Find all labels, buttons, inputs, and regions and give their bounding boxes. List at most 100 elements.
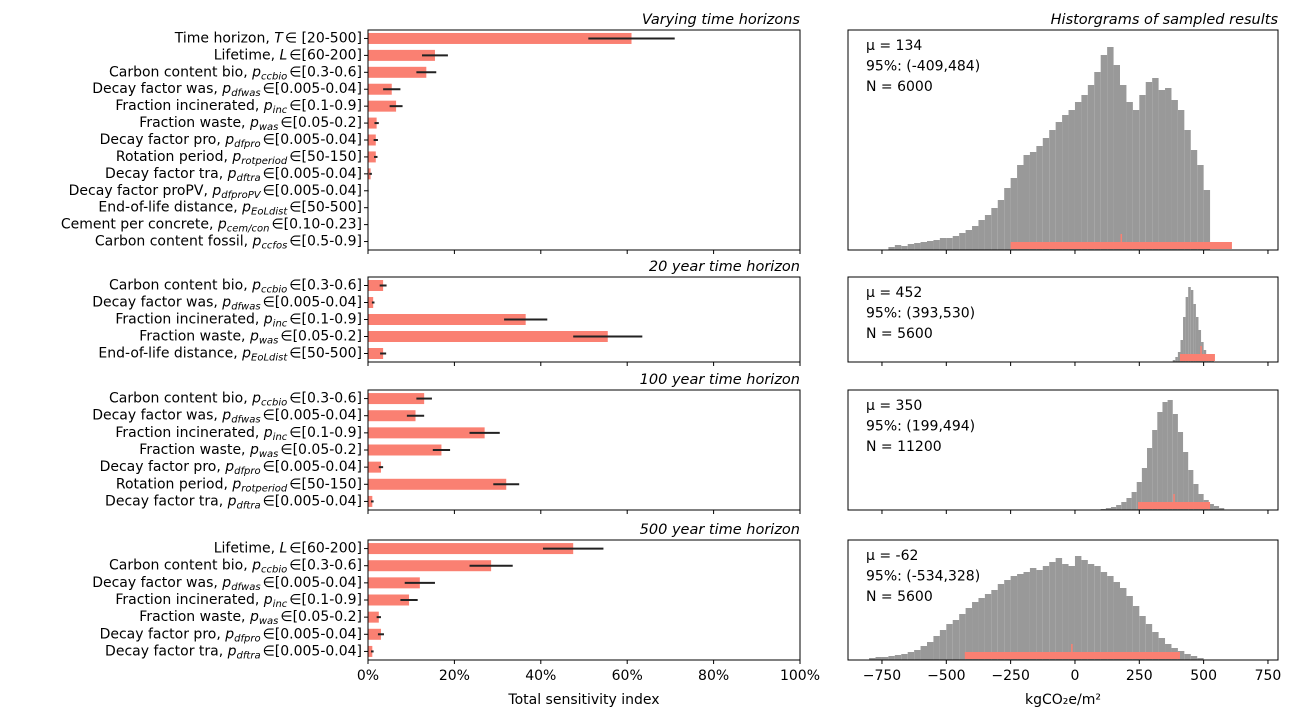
label-symbol: p	[211, 183, 221, 199]
histogram-bar	[920, 646, 928, 660]
histogram-bar	[1132, 110, 1140, 250]
label-subscript: dftra	[237, 500, 261, 511]
x-axis-label: Total sensitivity index	[507, 692, 659, 708]
histogram-bar	[1087, 564, 1095, 660]
x-tick-label: 40%	[525, 668, 556, 684]
label-range: ∈[60-200]	[289, 541, 362, 557]
histogram-bar	[1158, 638, 1166, 660]
label-symbol: p	[224, 459, 234, 475]
panel-title: Varying time horizons	[642, 12, 801, 28]
x-tick-label: −750	[863, 668, 901, 684]
category-label: End-of-life distance, pEoLdist ∈[50-500]	[98, 346, 362, 364]
bar	[368, 331, 608, 342]
x-tick-label: 0	[1071, 668, 1080, 684]
histogram-bar	[1172, 360, 1176, 362]
histogram-bar	[1087, 85, 1095, 250]
label-range: ∈[0.005-0.04]	[263, 459, 362, 475]
category-label: Fraction incinerated, pinc ∈[0.1-0.9]	[115, 98, 362, 116]
x-tick-label: 0%	[357, 668, 379, 684]
histogram-bar	[1139, 616, 1146, 660]
histogram-bar	[1188, 470, 1194, 510]
x-tick-label: 250	[1126, 668, 1153, 684]
label-range: ∈[0.005-0.04]	[263, 575, 362, 591]
category-label: Carbon content bio, pccbio ∈[0.3-0.6]	[109, 391, 362, 409]
category-label: Fraction waste, pwas ∈[0.05-0.2]	[139, 115, 362, 133]
bar	[368, 348, 384, 359]
label-range: ∈[0.1-0.9]	[289, 312, 362, 328]
label-subscript: inc	[273, 599, 288, 610]
stat-annotation: μ = -62	[866, 548, 918, 564]
label-name: Decay factor was,	[92, 575, 222, 591]
category-label: Decay factor was, pdfwas ∈[0.005-0.04]	[92, 295, 362, 313]
histogram-bar	[920, 242, 928, 250]
histogram-bar	[1184, 654, 1191, 660]
histogram-bar	[952, 620, 960, 660]
bar	[368, 83, 392, 95]
label-range: ∈[0.05-0.2]	[280, 442, 362, 458]
label-range: ∈[50-500]	[289, 200, 362, 216]
x-tick-label: 80%	[698, 668, 729, 684]
label-name: Carbon content bio,	[109, 278, 252, 294]
panel-title: 500 year time horizon	[640, 522, 800, 538]
label-subscript: rotperiod	[241, 156, 288, 167]
histogram-bar	[1105, 508, 1111, 510]
histogram-bar	[1131, 492, 1137, 510]
label-range: ∈[0.5-0.9]	[289, 234, 362, 250]
stat-annotation: N = 11200	[866, 439, 942, 455]
label-range: ∈[0.005-0.04]	[263, 295, 362, 311]
histogram-bar	[1116, 505, 1122, 510]
bar	[368, 577, 420, 589]
label-name: End-of-life distance,	[98, 200, 242, 216]
label-subscript: ccbio	[261, 565, 287, 576]
histogram-bar	[1055, 122, 1063, 250]
label-subscript: was	[259, 449, 279, 460]
label-symbol: p	[221, 408, 231, 424]
bar	[368, 32, 632, 44]
label-symbol: p	[263, 425, 273, 441]
label-range: ∈[0.005-0.04]	[263, 81, 362, 97]
histogram-bar	[1010, 178, 1018, 250]
histogram-bar	[1197, 165, 1204, 250]
bar	[368, 297, 374, 308]
category-label: Decay factor pro, pdfpro ∈[0.005-0.04]	[100, 626, 362, 644]
histogram-bar	[984, 215, 992, 250]
histogram-bar	[1136, 482, 1142, 510]
histogram-bar	[888, 656, 895, 660]
histogram-bar	[1042, 566, 1050, 660]
label-range: ∈[50-150]	[289, 476, 362, 492]
label-symbol: p	[231, 149, 241, 165]
bar	[368, 444, 442, 456]
histogram-bar	[965, 230, 973, 250]
label-symbol: p	[241, 200, 251, 216]
axes-frame	[847, 389, 1279, 511]
x-tick-label: 750	[1255, 668, 1282, 684]
label-subscript: was	[259, 336, 279, 347]
stat-annotation: μ = 134	[866, 38, 922, 54]
histogram-bar	[965, 608, 973, 660]
label-subscript: dftra	[237, 650, 261, 661]
bar	[368, 100, 397, 112]
histogram-bar	[1081, 95, 1088, 250]
interval-band	[1179, 354, 1215, 361]
label-name: Carbon content fossil,	[95, 234, 253, 250]
category-label: Fraction waste, pwas ∈[0.05-0.2]	[139, 329, 362, 347]
histogram-bar	[1121, 502, 1127, 510]
category-label: Fraction waste, pwas ∈[0.05-0.2]	[139, 609, 362, 627]
bar	[368, 478, 507, 490]
label-range: ∈[0.3-0.6]	[289, 278, 362, 294]
histogram-bar	[946, 238, 953, 250]
label-name: Lifetime,	[214, 541, 280, 557]
category-label: Decay factor tra, pdftra ∈[0.005-0.04]	[105, 643, 362, 661]
histogram-bar	[1201, 342, 1204, 362]
label-range: ∈[0.005-0.04]	[263, 183, 362, 199]
label-subscript: ccbio	[261, 71, 287, 82]
category-label: Decay factor proPV, pdfproPV ∈[0.005-0.04…	[69, 183, 362, 201]
histogram-bar	[959, 614, 966, 660]
label-subscript: dfwas	[231, 88, 260, 99]
histogram-bar	[972, 226, 979, 250]
bar	[368, 645, 373, 657]
x-tick-label: 20%	[439, 668, 470, 684]
histogram-bar	[1175, 357, 1178, 362]
label-name: Fraction incinerated,	[115, 425, 263, 441]
histogram-bar	[1177, 110, 1185, 250]
